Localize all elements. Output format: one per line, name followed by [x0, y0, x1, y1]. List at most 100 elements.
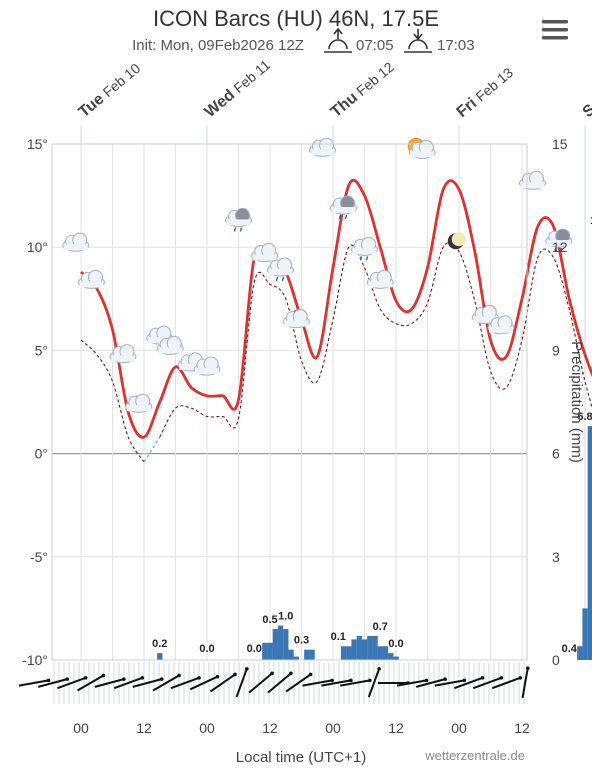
rain-cloud-icon	[225, 207, 252, 232]
hamburger-menu-icon[interactable]	[540, 18, 570, 42]
wind-arrow	[209, 673, 236, 693]
x-tick-label: 12	[388, 720, 404, 736]
wind-arrow-head	[65, 677, 69, 681]
y-tick-label: 0°	[35, 446, 48, 462]
wind-arrow-head	[330, 678, 334, 683]
precip-bar	[157, 653, 163, 660]
day-label-dow: Tue	[76, 90, 108, 121]
wind-arrow-head	[518, 676, 523, 680]
y2-axis-title: Precipitation (mm)	[568, 341, 585, 463]
wind-arrow-head	[462, 678, 467, 683]
y-tick-label: -5°	[30, 549, 48, 565]
moon-icon	[447, 232, 466, 250]
init-time: Init: Mon, 09Feb2026 12Z	[132, 37, 304, 54]
x-tick-label: 00	[325, 720, 341, 736]
precip-label: 0.5	[262, 614, 277, 626]
rain-cloud-icon	[267, 257, 294, 282]
x-tick-label: 00	[199, 720, 215, 736]
wind-arrow	[521, 668, 529, 698]
wind-arrow	[472, 676, 502, 690]
cloud-icon	[193, 356, 221, 376]
wind-arrow	[113, 676, 143, 690]
cloud-icon	[78, 269, 105, 289]
precip-bar	[393, 656, 399, 660]
day-label-dow: Fri	[454, 95, 481, 121]
precip-label: 0.7	[373, 621, 388, 633]
y-tick-label: 10°	[27, 239, 48, 255]
wind-arrow	[454, 676, 483, 690]
day-label: WedFeb 11	[202, 56, 274, 121]
cloud-icon	[62, 232, 90, 252]
wind-arrow-head	[197, 676, 201, 680]
precip-bar	[283, 629, 289, 660]
wind-arrow	[94, 678, 125, 688]
cloud-icon	[519, 170, 546, 190]
precip-bar	[346, 646, 352, 660]
cloud-icon	[366, 269, 394, 289]
precip-bar	[351, 639, 357, 660]
wind-arrow	[76, 674, 104, 692]
y2-tick-label: 15	[552, 136, 568, 152]
wind-arrow-head	[424, 678, 429, 683]
wind-arrow-head	[215, 674, 220, 679]
precip-label: 12.5	[590, 215, 592, 227]
wind-arrow-head	[270, 671, 274, 676]
precip-bar	[293, 656, 299, 660]
day-label: ThuFeb 12	[328, 58, 398, 121]
y2-tick-label: 3	[552, 549, 560, 565]
precip-bar	[288, 649, 294, 660]
wind-arrow-head	[499, 676, 504, 680]
day-label-date: Feb 12	[353, 58, 397, 98]
precip-bar	[277, 625, 284, 660]
precip-bar	[356, 635, 362, 660]
wind-arrow-head	[368, 678, 372, 683]
precip-bar	[340, 646, 347, 660]
precip-bar	[587, 426, 592, 660]
precip-bar	[577, 646, 583, 660]
wind-arrow-head	[159, 677, 164, 681]
precip-bar	[582, 608, 588, 660]
x-tick-label: 00	[451, 720, 467, 736]
rain-cloud-icon	[351, 236, 378, 261]
day-label-dow: Thu	[328, 89, 361, 121]
wind-arrow	[415, 678, 446, 688]
wind-arrow-head	[177, 673, 181, 678]
wind-arrow	[491, 676, 521, 690]
precip-label: 0.4	[562, 643, 578, 655]
chart-title: ICON Barcs (HU) 46N, 17.5E	[153, 6, 439, 31]
day-label: FriFeb 13	[454, 64, 517, 121]
precip-label: 0.2	[152, 638, 167, 650]
wind-arrow	[396, 679, 427, 687]
y2-tick-label: 12	[552, 239, 568, 255]
dewpoint-line	[143, 436, 161, 463]
precip-bar	[304, 649, 310, 660]
rain-cloud-icon	[330, 195, 357, 220]
day-label-dow: Wed	[202, 87, 239, 122]
precip-bar	[382, 646, 389, 660]
dewpoint-line	[159, 241, 592, 438]
wind-arrow	[267, 672, 292, 694]
precip-label: 1.0	[278, 611, 293, 623]
x-axis-label: Local time (UTC+1)	[236, 749, 366, 766]
cloud-icon	[487, 315, 515, 335]
wind-arrow	[57, 676, 86, 690]
y-tick-label: -10°	[22, 652, 48, 668]
cloud-icon	[109, 344, 137, 364]
wind-arrow	[285, 673, 312, 693]
temperature-line	[79, 178, 592, 439]
wind-arrow-head	[349, 678, 353, 683]
wind-arrow-head	[140, 676, 145, 680]
x-tick-label: 12	[262, 720, 278, 736]
credit-text: wetterzentrale.de	[424, 748, 525, 763]
wind-arrow	[132, 678, 162, 688]
y2-tick-label: 9	[552, 342, 560, 358]
wind-arrow-head	[525, 666, 530, 671]
wind-arrow	[248, 672, 273, 694]
wind-arrow-head	[46, 678, 51, 683]
wind-arrow-head	[122, 677, 126, 681]
wind-arrow	[367, 668, 381, 698]
x-tick-label: 12	[514, 720, 530, 736]
day-label-date: Feb 11	[230, 56, 273, 96]
wind-arrow-head	[480, 676, 485, 680]
